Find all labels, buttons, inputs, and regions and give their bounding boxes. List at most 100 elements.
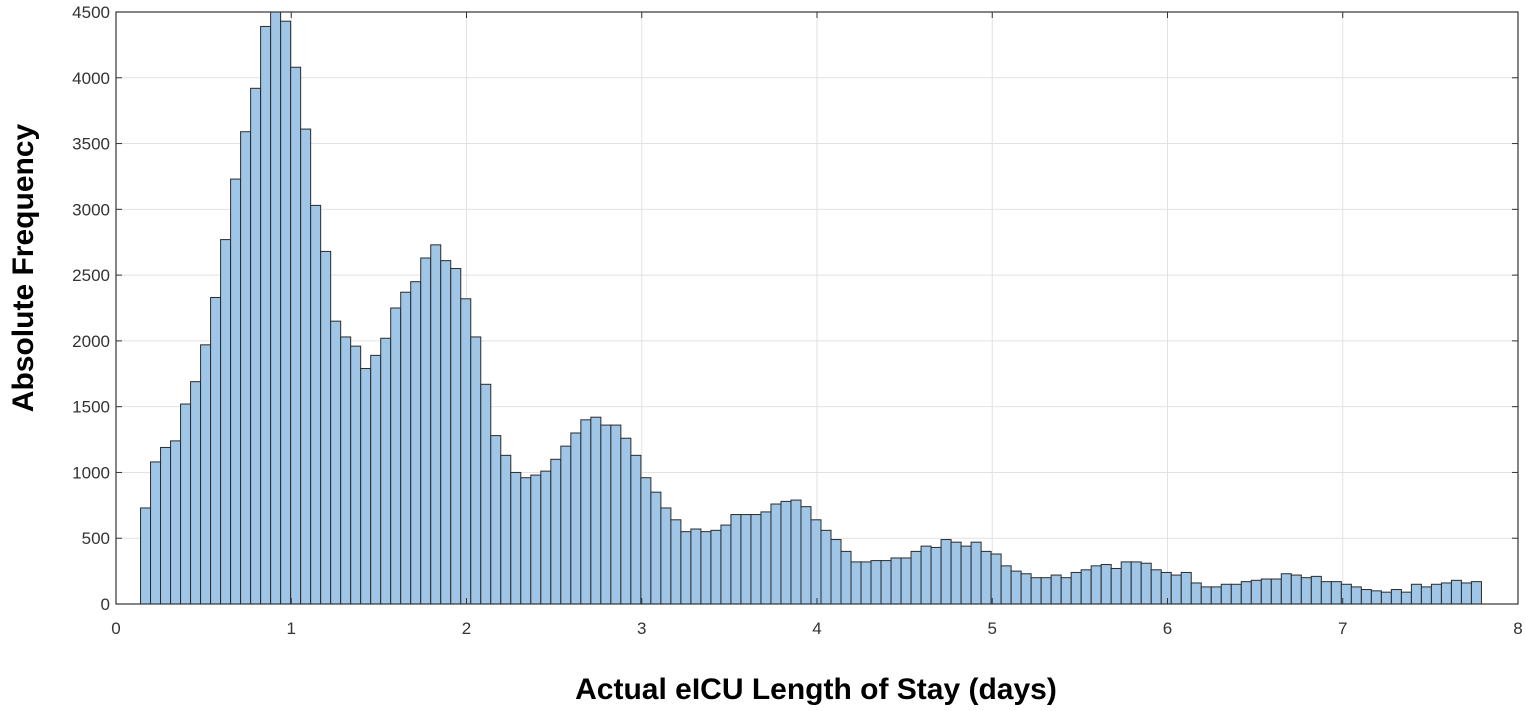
histogram-bar: [480, 383, 492, 605]
histogram-bar: [1290, 574, 1302, 605]
histogram-bar: [460, 298, 472, 605]
histogram-bar: [730, 514, 742, 605]
histogram-bar: [1330, 581, 1342, 605]
histogram-bar: [160, 446, 172, 605]
histogram-bar: [1320, 581, 1332, 605]
histogram-bar: [290, 66, 302, 605]
histogram-bar: [1240, 581, 1252, 605]
histogram-bar: [1280, 573, 1292, 605]
y-axis-title: Absolute Frequency: [7, 123, 40, 412]
histogram-bar: [1050, 574, 1062, 605]
histogram-bar: [720, 524, 732, 605]
histogram-bar: [970, 541, 982, 605]
histogram-bar: [1090, 565, 1102, 605]
histogram-bar: [270, 11, 282, 605]
histogram-bar: [850, 561, 862, 605]
histogram-bar: [1180, 571, 1192, 605]
histogram-bar: [150, 461, 162, 605]
histogram-bar: [1200, 586, 1212, 605]
histogram-bar: [380, 337, 392, 605]
histogram-bar: [140, 507, 152, 605]
y-tick-label: 3000: [72, 200, 110, 219]
x-tick-label: 2: [462, 619, 471, 638]
histogram-bar: [500, 454, 512, 605]
histogram-bar: [1450, 579, 1462, 605]
histogram-bar: [1140, 562, 1152, 605]
histogram-bar: [860, 561, 872, 605]
histogram-bar: [260, 25, 272, 605]
histogram-bar: [410, 281, 422, 605]
histogram-bar: [870, 560, 882, 605]
histogram-bar: [770, 503, 782, 605]
histogram-bar: [1410, 583, 1422, 605]
histogram-bar: [660, 507, 672, 605]
histogram-bar: [240, 131, 252, 605]
histogram-bar: [610, 424, 622, 605]
histogram-bar: [1080, 569, 1092, 605]
x-tick-label: 5: [988, 619, 997, 638]
histogram-bar: [1130, 561, 1142, 605]
histogram-bar: [1440, 582, 1452, 605]
histogram-bar: [300, 128, 312, 605]
histogram-bar: [400, 291, 412, 605]
histogram-bar: [310, 204, 322, 605]
histogram-bar: [560, 445, 572, 605]
histogram-bar: [280, 20, 292, 605]
histogram-bar: [1470, 581, 1482, 605]
histogram-bar: [1250, 579, 1262, 605]
histogram-bar: [1430, 583, 1442, 605]
histogram-bar: [680, 531, 692, 605]
histogram-bar: [540, 470, 552, 605]
histogram-bar: [1310, 575, 1322, 605]
histogram-bar: [960, 545, 972, 605]
histogram-bar: [830, 539, 842, 605]
y-tick-label: 500: [82, 529, 110, 548]
histogram-bar: [920, 545, 932, 605]
histogram-bar: [1120, 561, 1132, 605]
y-tick-label: 1500: [72, 398, 110, 417]
histogram-bar: [200, 344, 212, 605]
histogram-bar: [1020, 573, 1032, 605]
histogram-bar: [320, 250, 332, 605]
histogram-bar: [890, 557, 902, 605]
histogram-bar: [950, 541, 962, 605]
histogram-bar: [990, 553, 1002, 605]
histogram-bar: [510, 471, 522, 605]
histogram-bar: [690, 528, 702, 605]
histogram-bar: [740, 514, 752, 605]
histogram-bar: [840, 550, 852, 605]
histogram-bar: [1270, 578, 1282, 605]
histogram-bar: [1230, 583, 1242, 605]
histogram-bar: [1100, 564, 1112, 605]
histogram-bar: [790, 499, 802, 605]
histogram-bar: [980, 550, 992, 605]
histogram-bar: [780, 500, 792, 605]
histogram-bar: [580, 419, 592, 605]
histogram-bar: [1260, 578, 1272, 605]
y-tick-label: 2500: [72, 266, 110, 285]
histogram-bar: [1060, 577, 1072, 605]
histogram-bar: [180, 403, 192, 605]
histogram-bar: [1420, 586, 1432, 605]
histogram-bar: [880, 560, 892, 605]
histogram-bar: [640, 477, 652, 605]
histogram-bar: [420, 257, 432, 605]
histogram-bar: [370, 354, 382, 605]
histogram-bar: [1070, 571, 1082, 605]
histogram-bar: [1360, 589, 1372, 605]
x-axis-title: Actual eICU Length of Stay (days): [575, 673, 1057, 706]
histogram-bar: [1010, 570, 1022, 605]
histogram-bar: [390, 307, 402, 605]
histogram-bar: [220, 239, 232, 605]
histogram-bar: [710, 529, 722, 605]
histogram-bars: [140, 11, 1482, 605]
histogram-bar: [1210, 586, 1222, 605]
histogram-bar: [600, 424, 612, 605]
y-tick-label: 3500: [72, 135, 110, 154]
histogram-bar: [590, 416, 602, 605]
histogram-bar: [800, 506, 812, 605]
histogram-bar: [340, 336, 352, 605]
histogram-bar: [1300, 577, 1312, 605]
histogram-bar: [930, 546, 942, 605]
histogram-bar: [1030, 577, 1042, 605]
